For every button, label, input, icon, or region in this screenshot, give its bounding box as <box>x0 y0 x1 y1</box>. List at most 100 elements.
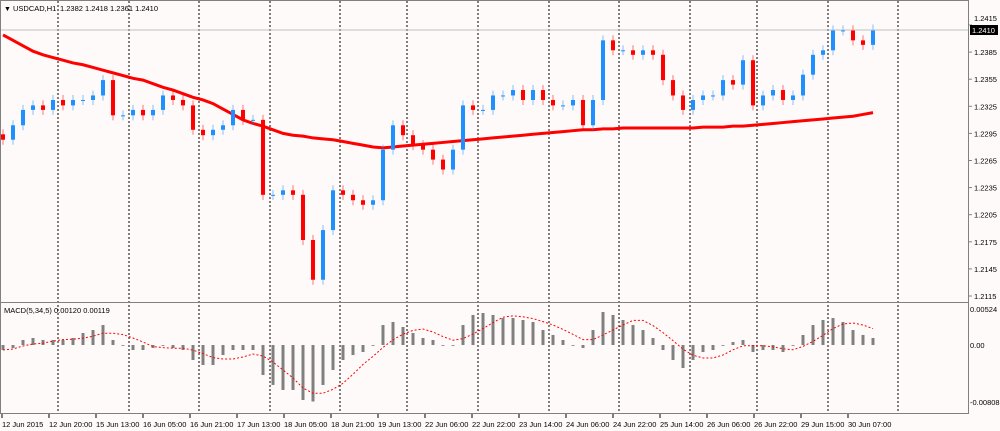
price-tick-label: 1.2175 <box>974 238 997 247</box>
macd-bar <box>181 345 185 351</box>
macd-bar <box>451 345 455 346</box>
symbol-dropdown-icon[interactable]: ▼ <box>4 6 11 13</box>
macd-bar <box>41 339 45 345</box>
macd-bar <box>241 345 245 351</box>
bear-candle <box>291 190 295 195</box>
bull-candle <box>591 99 595 126</box>
price-tick-label: 1.2145 <box>974 265 997 274</box>
time-tick-label: 19 Jun 13:00 <box>378 420 421 429</box>
bear-candle <box>191 105 195 130</box>
bull-candle <box>371 200 375 205</box>
bull-candle <box>71 99 75 106</box>
macd-bar <box>71 338 75 345</box>
macd-bar <box>621 320 625 345</box>
bull-candle <box>811 54 815 75</box>
macd-bar <box>431 339 435 345</box>
bull-candle <box>281 190 285 195</box>
macd-bar <box>201 345 205 365</box>
macd-bar <box>541 330 545 345</box>
current-price-label: 1.2410 <box>972 26 995 35</box>
macd-indicator-label: MACD(5,34,5) 0.00120 0.00119 <box>4 306 110 315</box>
time-tick-label: 23 Jun 14:00 <box>519 420 562 429</box>
macd-bar <box>591 330 595 345</box>
macd-bar <box>561 339 565 345</box>
macd-bar <box>531 321 535 345</box>
macd-bar <box>261 345 265 376</box>
macd-panel-border <box>0 302 969 414</box>
bull-candle <box>701 95 705 100</box>
bear-candle <box>651 50 655 55</box>
macd-bar <box>281 345 285 390</box>
bull-candle <box>211 129 215 136</box>
time-tick-label: 16 Jun 05:00 <box>143 420 186 429</box>
macd-bar <box>391 321 395 345</box>
macd-bar <box>551 334 555 345</box>
bear-candle <box>181 99 185 106</box>
bear-candle <box>851 30 855 41</box>
bear-candle <box>421 145 425 150</box>
macd-bar <box>841 321 845 345</box>
macd-bar <box>721 345 725 346</box>
bear-candle <box>861 40 865 45</box>
macd-bar <box>651 338 655 345</box>
macd-bar <box>701 345 705 352</box>
macd-bar <box>861 334 865 345</box>
macd-bar <box>761 345 765 351</box>
price-tick-label: 1.2115 <box>974 292 996 301</box>
macd-bar <box>871 338 875 345</box>
time-axis: 12 Jun 2015 12 Jun 20:00 15 Jun 13:00 16 Ju… <box>1 414 891 429</box>
bear-candle <box>411 135 415 146</box>
bear-candle <box>611 40 615 51</box>
macd-bar <box>401 326 405 345</box>
grid-lines <box>57 1 899 413</box>
macd-bar <box>581 345 585 348</box>
bear-candle <box>441 159 445 170</box>
macd-bar <box>791 345 795 346</box>
bull-candle <box>801 74 805 96</box>
bull-candle <box>841 30 845 32</box>
macd-bar <box>661 345 665 351</box>
bear-candle <box>301 194 305 240</box>
price-tick-label: 1.2325 <box>974 102 997 111</box>
macd-bar <box>1 345 5 351</box>
price-axis: 1.2415 1.2385 1.2355 1.2325 1.2295 1.2265 1.22… <box>969 14 997 301</box>
time-tick-label: 15 Jun 13:00 <box>96 420 139 429</box>
macd-bar <box>191 345 195 360</box>
macd-tick-label: 0.00524 <box>970 305 997 314</box>
bull-candle <box>91 95 95 100</box>
bull-candle <box>691 99 695 110</box>
bull-candle <box>641 50 645 55</box>
macd-bar <box>271 345 275 385</box>
bull-candle <box>231 109 235 126</box>
macd-bar <box>81 332 85 345</box>
macd-bar <box>101 325 105 345</box>
bear-candle <box>361 200 365 205</box>
bull-candle <box>381 149 385 201</box>
macd-bar <box>131 345 135 351</box>
macd-bar <box>461 325 465 345</box>
macd-bar <box>711 345 715 351</box>
bear-candle <box>141 109 145 116</box>
time-tick-label: 17 Jun 13:00 <box>237 420 280 429</box>
candles-layer <box>1 24 875 285</box>
macd-bar <box>11 345 15 348</box>
time-tick-label: 26 Jun 06:00 <box>707 420 750 429</box>
bull-candle <box>501 95 505 97</box>
price-tick-label: 1.2235 <box>974 184 997 193</box>
price-tick-label: 1.2265 <box>974 157 997 166</box>
macd-bar <box>781 345 785 352</box>
macd-bar <box>301 345 305 401</box>
macd-bar <box>141 345 145 351</box>
macd-bar <box>511 318 515 345</box>
symbol-timeframe-label: USDCAD,H1 <box>13 4 56 13</box>
time-tick-label: 16 Jun 21:00 <box>190 420 233 429</box>
ohlc-readout: 1.2382 1.2418 1.2361 1.2410 <box>60 4 158 13</box>
time-tick-label: 25 Jun 14:00 <box>660 420 703 429</box>
time-tick-label: 18 Jun 21:00 <box>331 420 374 429</box>
time-tick-label: 29 Jun 15:00 <box>801 420 844 429</box>
bear-candle <box>731 80 735 85</box>
bear-candle <box>401 125 405 136</box>
macd-bar <box>411 332 415 345</box>
macd-bar <box>821 320 825 345</box>
